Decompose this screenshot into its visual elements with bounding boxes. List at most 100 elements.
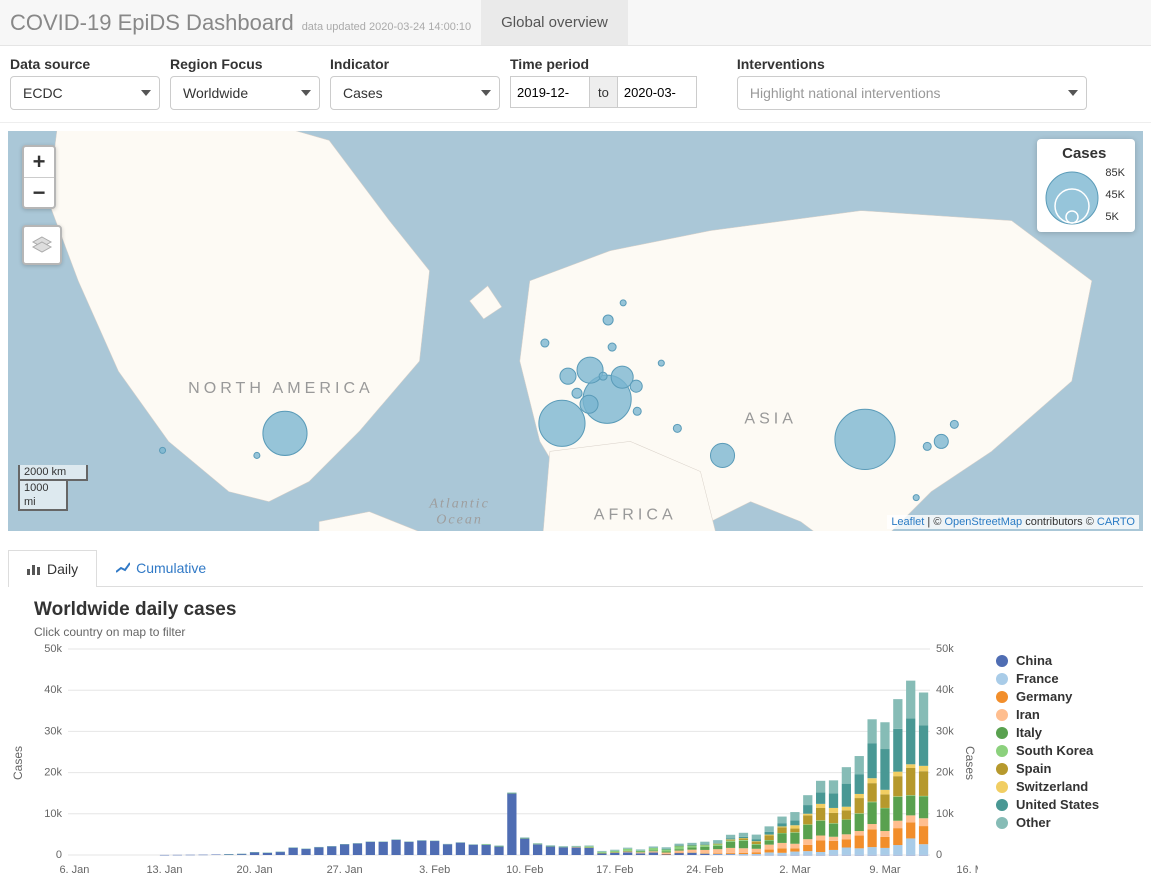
bar-segment[interactable] xyxy=(237,854,246,855)
bar-segment[interactable] xyxy=(855,794,864,798)
bar-segment[interactable] xyxy=(443,844,452,855)
bar-segment[interactable] xyxy=(674,844,683,846)
bar-segment[interactable] xyxy=(674,849,683,850)
select-interventions[interactable]: Highlight national interventions xyxy=(737,76,1087,110)
map-bubble[interactable] xyxy=(950,420,958,428)
bar-segment[interactable] xyxy=(906,768,915,795)
bar-segment[interactable] xyxy=(559,846,568,847)
bar-segment[interactable] xyxy=(713,843,722,844)
bar-segment[interactable] xyxy=(623,849,632,851)
bar-segment[interactable] xyxy=(906,815,915,822)
bar-segment[interactable] xyxy=(919,855,928,856)
bar-segment[interactable] xyxy=(662,849,671,850)
bar-segment[interactable] xyxy=(816,820,825,821)
map-bubble[interactable] xyxy=(599,372,607,380)
bar-segment[interactable] xyxy=(893,796,902,797)
bar-segment[interactable] xyxy=(610,852,619,853)
bar-segment[interactable] xyxy=(855,831,864,836)
bar-segment[interactable] xyxy=(765,836,774,841)
bar-segment[interactable] xyxy=(919,796,928,797)
bar-segment[interactable] xyxy=(790,855,799,856)
bar-segment[interactable] xyxy=(855,848,864,855)
bar-segment[interactable] xyxy=(906,796,915,816)
bar-segment[interactable] xyxy=(816,852,825,855)
bar-segment[interactable] xyxy=(803,795,812,805)
bar-segment[interactable] xyxy=(906,838,915,854)
world-map[interactable]: NORTH AMERICAASIAAFRICASOUTHAtlanticOcea… xyxy=(8,131,1143,531)
bar-segment[interactable] xyxy=(893,845,902,855)
bar-segment[interactable] xyxy=(829,794,838,808)
bar-segment[interactable] xyxy=(662,851,671,852)
bar-segment[interactable] xyxy=(842,810,851,819)
bar-segment[interactable] xyxy=(366,842,375,855)
input-date-to[interactable] xyxy=(617,76,697,108)
bar-segment[interactable] xyxy=(430,841,439,842)
bar-segment[interactable] xyxy=(700,853,709,854)
layers-button[interactable] xyxy=(22,225,62,265)
bar-segment[interactable] xyxy=(726,854,735,855)
bar-segment[interactable] xyxy=(803,851,812,855)
bar-segment[interactable] xyxy=(726,841,735,842)
bar-segment[interactable] xyxy=(919,766,928,771)
bar-segment[interactable] xyxy=(700,842,709,845)
bar-segment[interactable] xyxy=(482,845,491,855)
bar-segment[interactable] xyxy=(919,826,928,844)
bar-segment[interactable] xyxy=(842,807,851,811)
map-bubble[interactable] xyxy=(710,443,734,467)
bar-segment[interactable] xyxy=(829,823,838,824)
bar-segment[interactable] xyxy=(572,847,581,848)
bar-segment[interactable] xyxy=(674,853,683,855)
bar-segment[interactable] xyxy=(687,843,696,845)
bar-segment[interactable] xyxy=(765,845,774,850)
bar-segment[interactable] xyxy=(353,843,362,855)
bar-segment[interactable] xyxy=(713,853,722,854)
bar-segment[interactable] xyxy=(533,843,542,844)
bar-segment[interactable] xyxy=(855,813,864,814)
bar-segment[interactable] xyxy=(919,693,928,726)
bar-segment[interactable] xyxy=(829,808,838,813)
bar-segment[interactable] xyxy=(867,802,876,803)
bar-segment[interactable] xyxy=(726,838,735,839)
bar-segment[interactable] xyxy=(790,829,799,833)
bar-segment[interactable] xyxy=(752,842,761,844)
bar-segment[interactable] xyxy=(687,852,696,853)
bar-segment[interactable] xyxy=(713,849,722,853)
map-bubble[interactable] xyxy=(603,315,613,325)
bar-segment[interactable] xyxy=(816,804,825,808)
bar-segment[interactable] xyxy=(880,808,889,809)
bar-segment[interactable] xyxy=(765,841,774,845)
map-bubble[interactable] xyxy=(608,343,616,351)
bar-segment[interactable] xyxy=(546,846,555,855)
bar-segment[interactable] xyxy=(739,854,748,855)
bar-segment[interactable] xyxy=(674,851,683,853)
bar-segment[interactable] xyxy=(379,842,388,855)
bar-segment[interactable] xyxy=(829,850,838,855)
bar-segment[interactable] xyxy=(713,844,722,846)
bar-segment[interactable] xyxy=(855,756,864,774)
bar-segment[interactable] xyxy=(559,847,568,848)
bar-segment[interactable] xyxy=(623,852,632,855)
bar-segment[interactable] xyxy=(906,822,915,838)
legend-item[interactable]: China xyxy=(996,653,1099,668)
bar-segment[interactable] xyxy=(829,841,838,850)
bar-segment[interactable] xyxy=(404,841,413,842)
map-bubble[interactable] xyxy=(630,380,642,392)
bar-segment[interactable] xyxy=(893,729,902,772)
bar-segment[interactable] xyxy=(752,841,761,842)
bar-segment[interactable] xyxy=(494,846,503,855)
legend-item[interactable]: Switzerland xyxy=(996,779,1099,794)
bar-segment[interactable] xyxy=(700,847,709,850)
bar-segment[interactable] xyxy=(700,845,709,847)
bar-segment[interactable] xyxy=(160,855,169,856)
bar-segment[interactable] xyxy=(803,824,812,825)
bar-segment[interactable] xyxy=(739,853,748,854)
bar-segment[interactable] xyxy=(327,846,336,855)
tab-cumulative[interactable]: Cumulative xyxy=(97,549,225,586)
bar-segment[interactable] xyxy=(687,845,696,847)
bar-segment[interactable] xyxy=(584,846,593,847)
bar-segment[interactable] xyxy=(752,849,761,853)
bar-segment[interactable] xyxy=(919,818,928,826)
bar-segment[interactable] xyxy=(777,833,786,834)
bar-segment[interactable] xyxy=(829,780,838,793)
bar-segment[interactable] xyxy=(726,835,735,839)
